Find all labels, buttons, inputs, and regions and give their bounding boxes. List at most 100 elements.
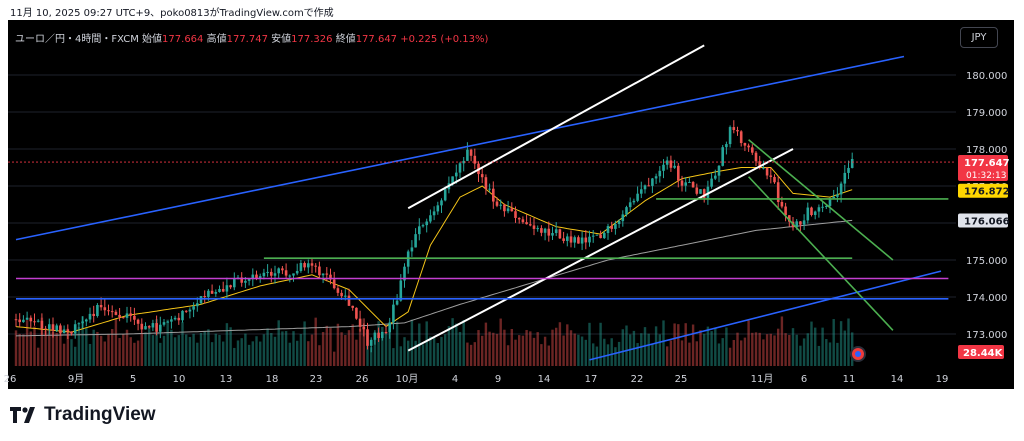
volume-bar: [518, 335, 521, 366]
open-label: 始値: [142, 34, 163, 45]
tradingview-logo[interactable]: TradingView: [10, 404, 156, 426]
volume-bar: [288, 342, 291, 366]
volume-bar: [59, 326, 62, 366]
volume-bar: [358, 328, 362, 366]
candle-body: [155, 323, 158, 332]
candle-body: [325, 273, 329, 275]
volume-bar: [492, 332, 495, 366]
volume-bar: [381, 326, 384, 366]
candle-body: [558, 229, 562, 239]
volume-bar: [573, 333, 576, 366]
volume-bar: [447, 326, 451, 366]
candle-body: [588, 236, 591, 243]
volume-bar: [843, 330, 846, 366]
volume-bar: [240, 338, 243, 366]
volume-bar: [262, 334, 266, 366]
volume-bar: [218, 334, 221, 366]
candle-body: [665, 160, 669, 165]
volume-bar: [484, 322, 488, 366]
candle-body: [381, 331, 384, 339]
volume-bar: [273, 336, 277, 366]
volume-bar: [392, 348, 395, 366]
candle-body: [577, 237, 580, 244]
candle-body: [462, 160, 465, 164]
candle-body: [336, 288, 340, 293]
candle-body: [177, 317, 181, 321]
candle-body: [377, 332, 380, 339]
volume-bar: [740, 340, 743, 366]
candle-body: [614, 224, 617, 229]
volume-bar: [703, 333, 706, 366]
volume-bar: [710, 331, 713, 366]
chart-panel[interactable]: [8, 20, 1014, 389]
volume-bar: [414, 340, 417, 366]
candle-body: [384, 331, 388, 333]
candle-body: [706, 186, 710, 198]
volume-bar: [185, 334, 188, 366]
volume-bar: [495, 333, 499, 366]
volume-bar: [318, 345, 321, 366]
volume-bar: [717, 343, 721, 366]
candle-body: [221, 289, 225, 292]
candle-body: [329, 274, 332, 280]
candle-body: [281, 268, 284, 271]
volume-bar: [155, 319, 158, 366]
x-tick-label: 26: [356, 374, 369, 385]
volume-bar: [37, 347, 40, 366]
volume-bar: [551, 329, 554, 366]
candle-body: [392, 304, 395, 323]
volume-bar: [462, 320, 465, 366]
candle-body: [451, 176, 454, 184]
x-tick-label: 13: [220, 374, 233, 385]
candle-body: [543, 228, 547, 233]
volume-bar: [732, 340, 735, 366]
candle-body: [506, 208, 510, 212]
volume-bar: [162, 335, 166, 366]
candle-body: [573, 237, 576, 243]
candle-body: [484, 177, 488, 190]
volume-bar: [762, 339, 765, 366]
volume-bar: [103, 341, 106, 366]
candle-body: [702, 189, 706, 198]
trendline-blue: [589, 270, 942, 361]
candle-body: [739, 131, 743, 144]
compass-icon[interactable]: [850, 346, 866, 362]
price-label-text: 176.066: [964, 217, 1010, 228]
x-tick-label: 19: [936, 374, 949, 385]
candle-body: [825, 205, 828, 207]
low-label: 安値: [271, 34, 292, 45]
volume-bar: [166, 319, 169, 366]
volume-bar: [662, 320, 665, 366]
volume-bar: [225, 323, 229, 366]
symbol-label[interactable]: ユーロ／円・4時間・FXCM: [15, 34, 139, 45]
volume-bar: [259, 341, 262, 366]
volume-bar: [370, 347, 373, 366]
currency-button[interactable]: JPY: [960, 27, 998, 48]
volume-bar: [207, 329, 210, 366]
volume-bar: [691, 324, 695, 366]
candle-body: [817, 207, 821, 212]
volume-bar: [270, 333, 273, 366]
open-value: 177.664: [162, 34, 204, 45]
trendline-green: [748, 176, 894, 331]
volume-bar: [407, 340, 410, 366]
candle-body: [547, 228, 551, 236]
x-tick-label: 9月: [68, 373, 84, 385]
candle-body: [443, 189, 447, 201]
volume-bar: [436, 343, 439, 366]
volume-bar: [425, 321, 428, 366]
volume-bar: [96, 331, 99, 366]
volume-bar: [48, 324, 51, 366]
volume-bar: [836, 342, 839, 366]
volume-bar: [466, 342, 469, 366]
volume-bar: [647, 333, 650, 366]
candle-body: [99, 304, 103, 308]
candle-body: [207, 290, 210, 297]
volume-bar: [555, 327, 558, 366]
volume-bar: [751, 332, 754, 366]
volume-bar: [292, 331, 295, 366]
x-tick-label: 6: [801, 374, 807, 385]
x-tick-label: 10月: [396, 373, 419, 385]
volume-bar: [658, 334, 661, 366]
